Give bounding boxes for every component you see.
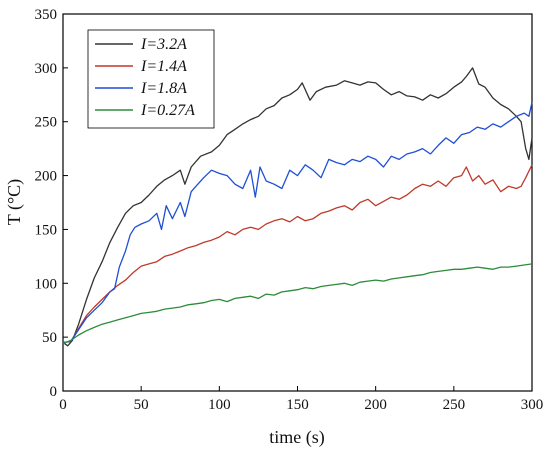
y-tick-label: 250 — [35, 115, 58, 131]
ticks-group: 0 50 100 150 200 250 300 0 50 100 150 200 250 300 350 — [35, 7, 544, 413]
x-tick-label: 300 — [521, 397, 544, 413]
x-tick-label: 150 — [286, 397, 309, 413]
legend-box — [87, 29, 215, 129]
series-line-2 — [62, 164, 533, 344]
series-line-1 — [62, 67, 533, 347]
y-tick-label: 50 — [42, 330, 57, 346]
x-tick-label: 100 — [208, 397, 231, 413]
y-tick-label: 350 — [35, 7, 58, 23]
x-tick-label: 50 — [134, 397, 149, 413]
y-tick-label: 200 — [35, 169, 58, 185]
legend-label-3: I=1.8A — [140, 80, 187, 97]
y-axis-title: T (°C) — [4, 179, 25, 225]
x-axis-title: time (s) — [269, 427, 325, 448]
x-tick-label: 200 — [364, 397, 387, 413]
x-tick-label: 250 — [443, 397, 466, 413]
y-tick-label: 0 — [50, 384, 58, 400]
legend-label-4: I=0.27A — [140, 102, 195, 119]
y-tick-label: 150 — [35, 222, 58, 238]
y-tick-label: 300 — [35, 61, 58, 77]
x-tick-label: 0 — [59, 397, 67, 413]
legend-label-1: I=3.2A — [140, 36, 187, 53]
y-tick-label: 100 — [35, 276, 58, 292]
legend: I=3.2A I=1.4A I=1.8A I=0.27A — [87, 29, 215, 129]
series-line-4 — [62, 263, 533, 345]
series-line-3 — [62, 102, 533, 344]
series-group — [62, 67, 533, 347]
legend-label-2: I=1.4A — [140, 58, 187, 75]
